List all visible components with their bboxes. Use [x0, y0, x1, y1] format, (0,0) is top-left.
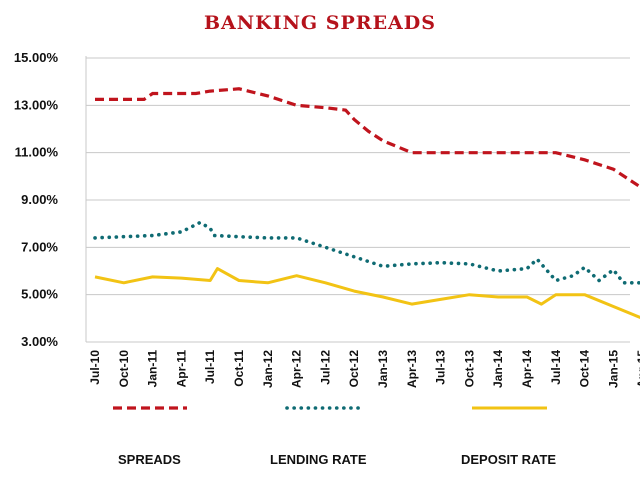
x-tick-label: Jul-14: [549, 350, 563, 385]
x-axis-ticks: Jul-10 Oct-10 Jan-11 Apr-11 Jul-11 Oct-11 Jan-…: [88, 350, 640, 388]
series-line-deposit-rate: [94, 267, 640, 320]
chart-title: BANKING SPREADS: [204, 12, 436, 34]
x-tick-label: Jul-13: [434, 350, 448, 385]
y-tick-label: 15.00%: [14, 50, 59, 65]
x-tick-label: Oct-11: [232, 350, 246, 387]
x-tick-label: Apr-12: [290, 350, 304, 388]
x-tick-label: Oct-10: [117, 350, 131, 388]
series-line-lending-rate: [93, 220, 640, 285]
x-tick-label: Apr-14: [520, 350, 534, 388]
y-tick-label: 7.00%: [21, 239, 58, 254]
x-tick-label: Oct-13: [462, 350, 476, 388]
y-tick-label: 11.00%: [15, 145, 59, 160]
y-tick-label: 9.00%: [21, 192, 58, 207]
y-axis-ticks: 15.00% 13.00% 11.00% 9.00% 7.00% 5.00% 3.00%: [14, 50, 59, 349]
y-tick-label: 3.00%: [21, 334, 58, 349]
x-tick-label: Jan-14: [491, 350, 505, 388]
x-tick-label: Jul-10: [88, 350, 102, 385]
x-tick-label: Jul-11: [203, 350, 217, 384]
x-tick-label: Jul-12: [318, 350, 332, 385]
series-line-spreads: [95, 87, 640, 189]
x-tick-label: Jan-13: [376, 350, 390, 388]
x-tick-label: Apr-15: [635, 350, 640, 388]
y-tick-label: 13.00%: [14, 97, 59, 112]
x-tick-label: Jan-11: [146, 350, 160, 388]
x-tick-label: Apr-13: [405, 350, 419, 388]
legend-label-spreads: SPREADS: [118, 452, 181, 467]
legend-label-lending-rate: LENDING RATE: [270, 452, 367, 467]
series-layer: [93, 87, 640, 320]
x-tick-label: Jan-15: [606, 350, 620, 388]
x-tick-label: Jan-12: [261, 350, 275, 388]
x-tick-label: Apr-11: [174, 350, 188, 388]
legend: SPREADS LENDING RATE DEPOSIT RATE: [113, 406, 556, 467]
x-tick-label: Oct-12: [347, 350, 361, 388]
legend-label-deposit-rate: DEPOSIT RATE: [461, 452, 556, 467]
y-tick-label: 5.00%: [21, 287, 58, 302]
x-tick-label: Oct-14: [578, 350, 592, 388]
